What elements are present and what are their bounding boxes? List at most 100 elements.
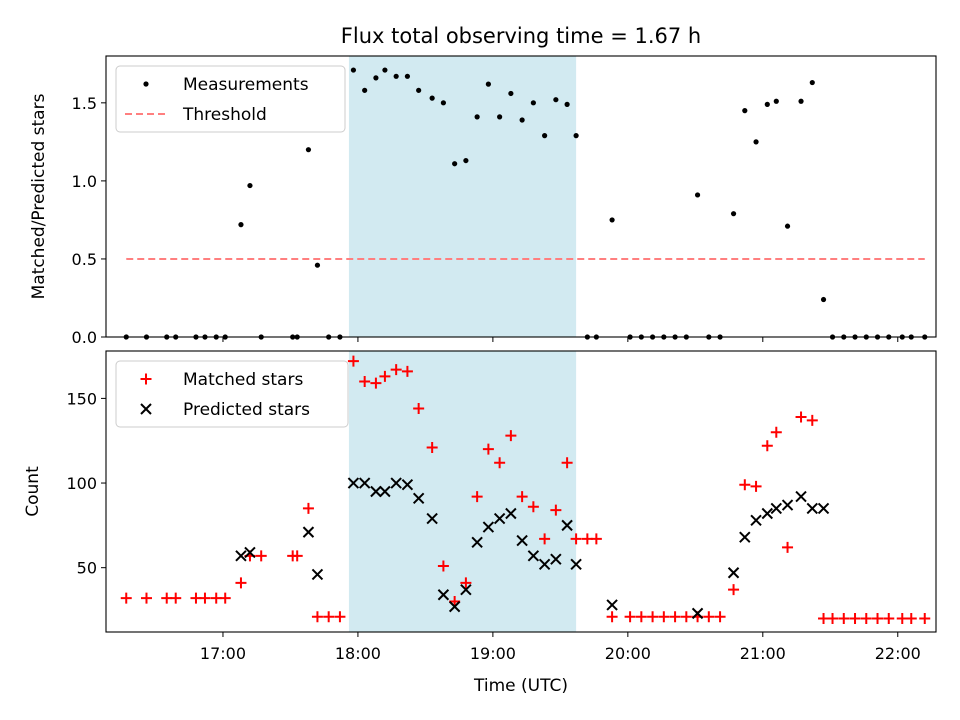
data-point xyxy=(494,457,506,469)
x-tick-label: 19:00 xyxy=(470,644,516,663)
data-point xyxy=(883,612,895,624)
data-point xyxy=(739,531,751,543)
data-point xyxy=(806,502,818,515)
legend-marker xyxy=(140,373,152,385)
data-point xyxy=(452,161,458,167)
legend-marker xyxy=(140,403,152,415)
count-panel: 50 100 150 17:00 18:00 19:00 20:00 21:00 22:00 Co… xyxy=(23,350,937,663)
data-point xyxy=(527,501,539,513)
data-point xyxy=(482,443,494,455)
data-point xyxy=(538,558,551,570)
data-point xyxy=(311,611,323,623)
data-point xyxy=(448,600,461,613)
data-point xyxy=(505,430,517,442)
data-point xyxy=(516,491,528,503)
ratio-panel: 0.0 0.5 1.0 1.5 Matched/Predicted stars Measu… xyxy=(29,55,937,347)
legend-label: Measurements xyxy=(183,75,309,95)
data-point xyxy=(727,567,740,579)
data-point xyxy=(471,491,483,503)
data-point xyxy=(302,502,314,514)
data-point xyxy=(416,87,422,93)
data-point xyxy=(516,534,528,547)
data-point xyxy=(291,550,303,562)
data-point xyxy=(872,612,884,624)
data-point xyxy=(827,612,839,624)
data-point xyxy=(795,490,807,503)
x-tick-label: 22:00 xyxy=(875,644,921,663)
data-point xyxy=(527,550,540,562)
data-point xyxy=(244,546,256,559)
x-tick-label: 17:00 xyxy=(200,644,246,663)
data-point xyxy=(669,611,681,623)
data-point xyxy=(471,536,483,548)
legend-box xyxy=(115,65,346,133)
data-point xyxy=(773,98,779,104)
data-point xyxy=(590,533,602,545)
y-axis-label: Matched/Predicted stars xyxy=(29,93,49,299)
data-point xyxy=(553,97,559,103)
series-predicted-stars xyxy=(235,477,830,620)
data-point xyxy=(485,81,491,87)
data-point xyxy=(782,541,794,553)
data-point xyxy=(919,612,931,624)
legend-label: Matched stars xyxy=(183,370,303,390)
data-point xyxy=(412,492,425,504)
data-point xyxy=(806,414,818,426)
data-point xyxy=(379,370,391,382)
data-point xyxy=(606,611,618,623)
data-point xyxy=(550,553,562,565)
data-point xyxy=(849,612,861,624)
data-point xyxy=(570,533,582,545)
data-point xyxy=(493,512,506,525)
data-point xyxy=(530,100,536,106)
y-tick-label: 0.0 xyxy=(72,328,97,347)
data-point xyxy=(508,90,514,97)
data-point xyxy=(770,502,783,515)
data-point xyxy=(860,612,872,624)
x-tick-label: 20:00 xyxy=(605,644,651,663)
legend-box xyxy=(115,360,349,428)
data-point xyxy=(798,98,804,104)
data-point xyxy=(784,223,791,229)
data-point xyxy=(370,485,382,498)
data-point xyxy=(647,611,659,623)
y-tick-label: 100 xyxy=(66,474,97,493)
data-point xyxy=(742,108,748,114)
data-point xyxy=(770,426,782,438)
data-point xyxy=(382,67,388,73)
data-point xyxy=(482,521,495,533)
data-point xyxy=(820,296,827,303)
data-point xyxy=(463,157,469,164)
data-point xyxy=(739,479,751,491)
data-point xyxy=(460,583,472,596)
data-point xyxy=(379,485,391,498)
data-point xyxy=(750,514,762,526)
data-point xyxy=(564,101,570,107)
data-point xyxy=(401,479,414,491)
data-point xyxy=(219,592,231,604)
data-point xyxy=(691,607,704,620)
data-point xyxy=(362,87,368,93)
data-point xyxy=(497,114,503,120)
data-point xyxy=(347,477,360,489)
data-point xyxy=(302,526,315,538)
data-point xyxy=(437,560,449,572)
data-point xyxy=(730,211,737,217)
data-point xyxy=(120,592,132,604)
data-point xyxy=(235,577,247,589)
data-point xyxy=(437,589,450,601)
data-point xyxy=(539,533,551,545)
data-point xyxy=(714,611,726,623)
data-point xyxy=(606,599,618,611)
data-point xyxy=(905,612,917,624)
data-point xyxy=(561,519,573,532)
data-point xyxy=(311,568,324,581)
data-point xyxy=(247,182,253,189)
data-point xyxy=(429,95,435,101)
data-point xyxy=(550,504,562,516)
data-point xyxy=(170,592,182,604)
chart-title: Flux total observing time = 1.67 h xyxy=(341,24,701,48)
data-point xyxy=(761,507,774,520)
data-point xyxy=(542,133,548,139)
